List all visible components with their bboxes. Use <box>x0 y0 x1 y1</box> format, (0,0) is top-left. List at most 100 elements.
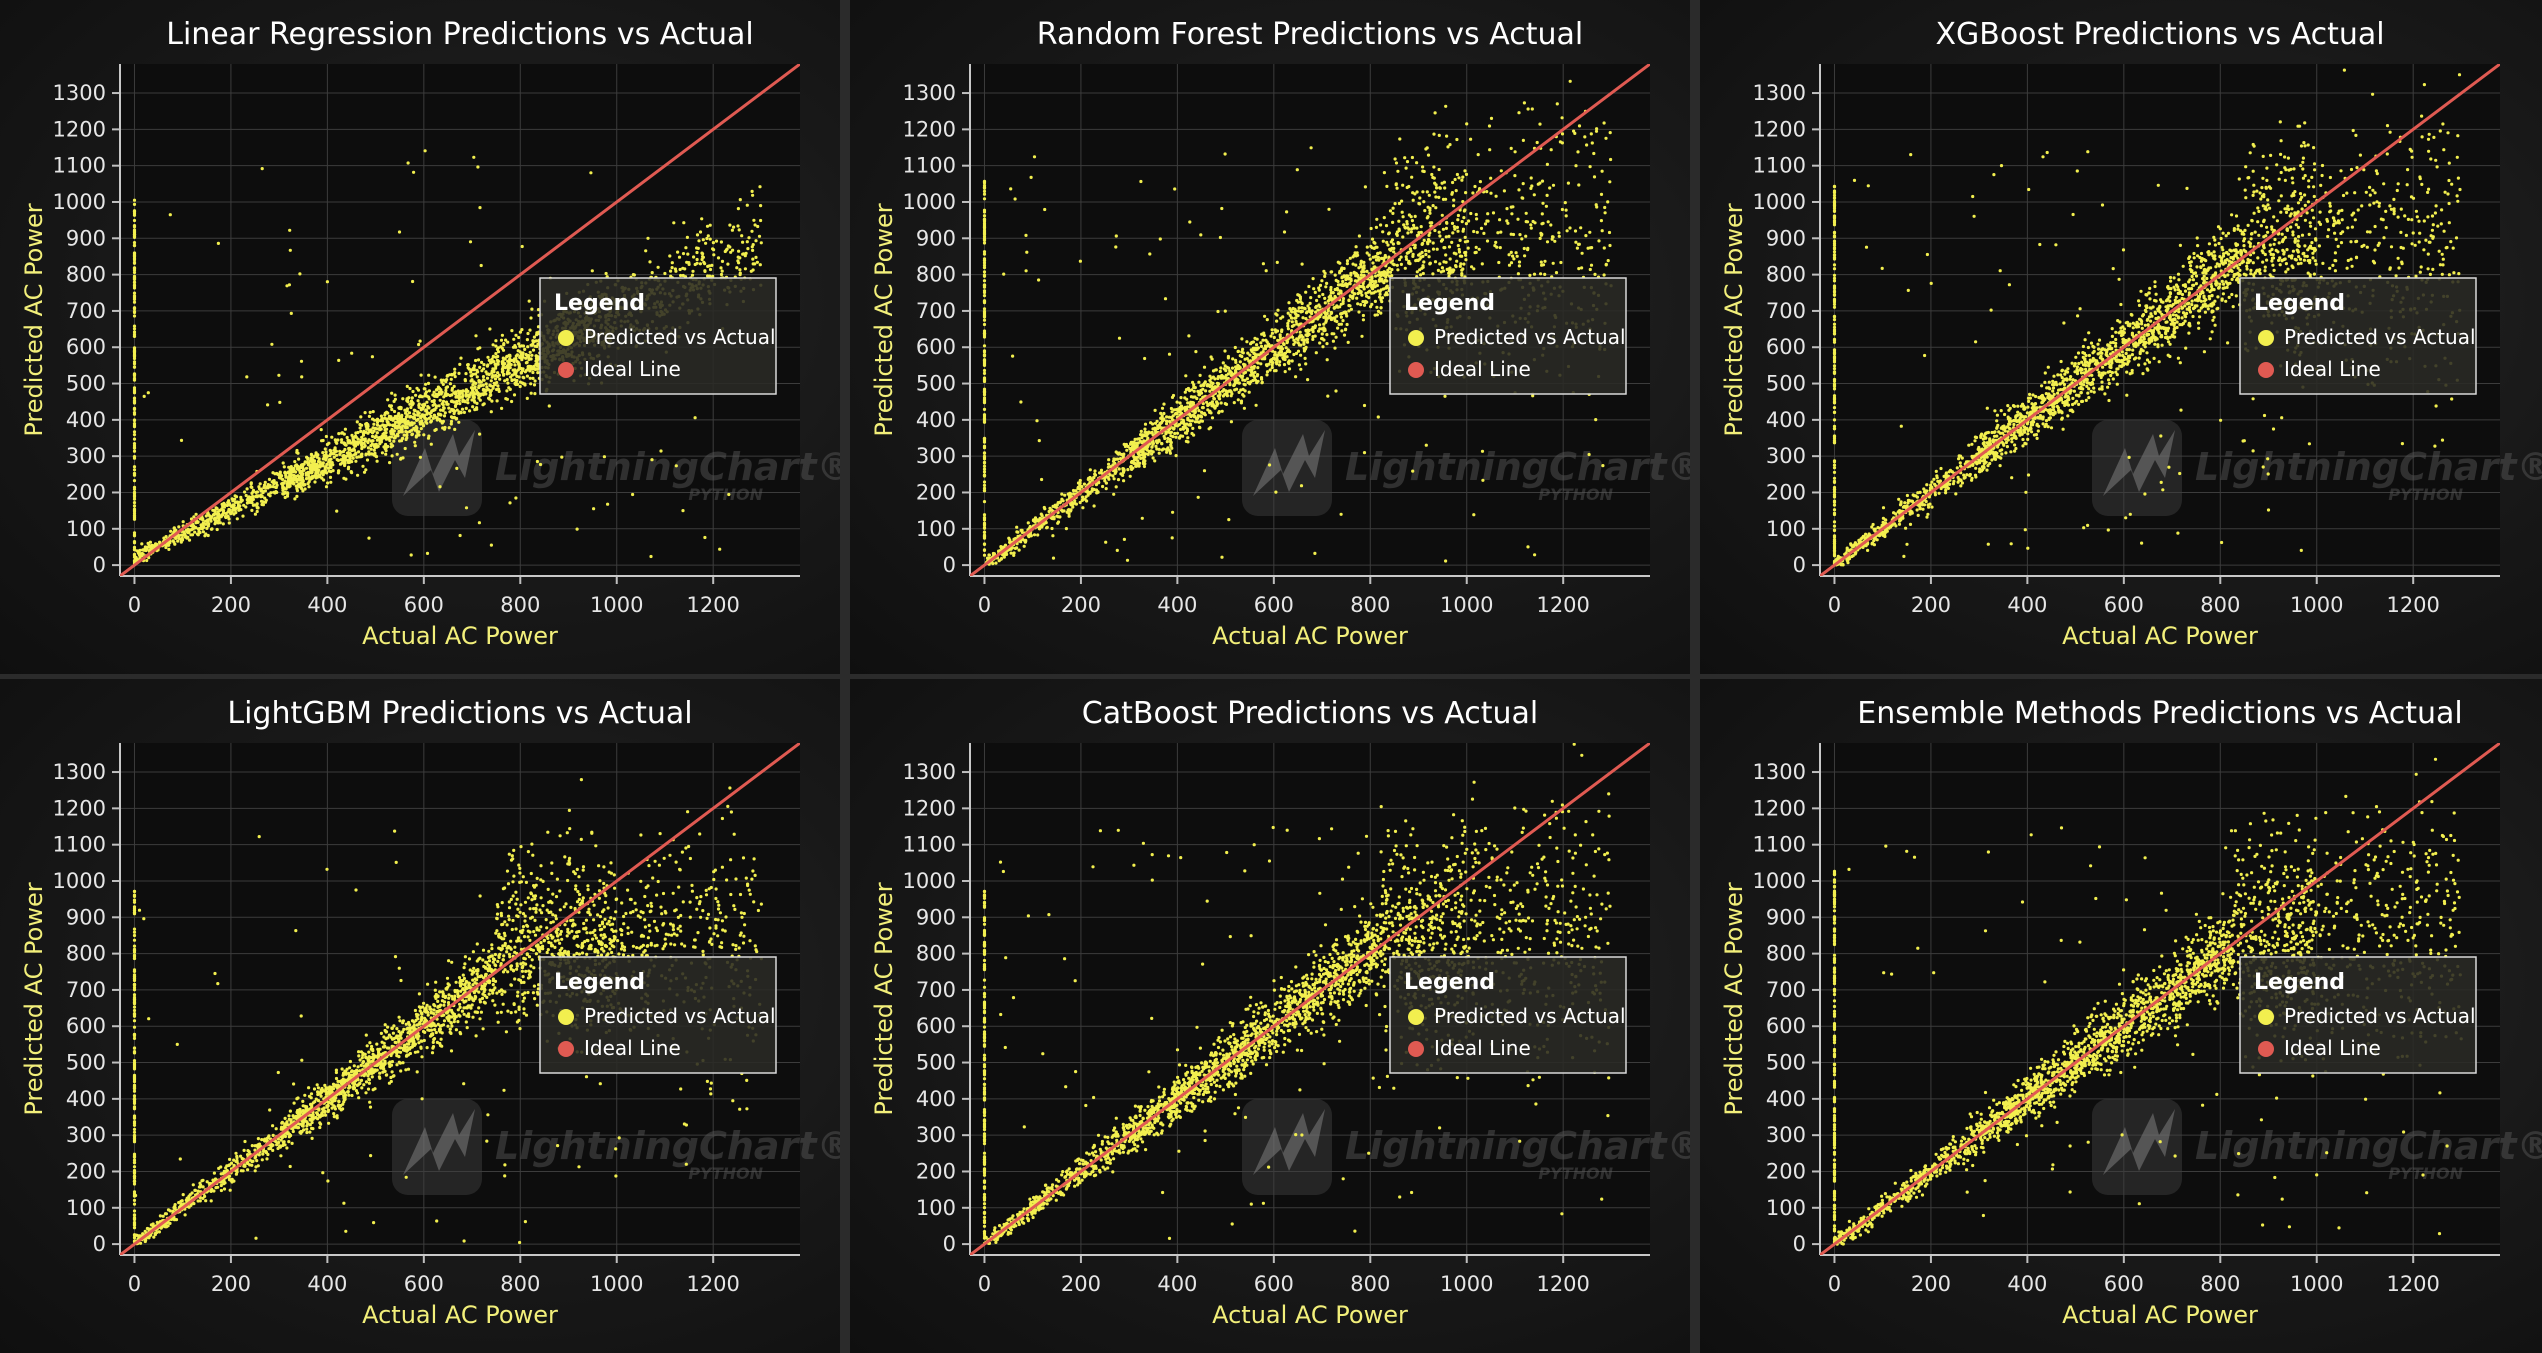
scatter-point <box>393 423 397 427</box>
scatter-point <box>472 380 476 384</box>
scatter-point <box>491 384 495 389</box>
scatter-point <box>606 502 610 506</box>
scatter-point <box>1200 406 1205 410</box>
scatter-point <box>1159 411 1163 415</box>
scatter-point <box>1305 337 1309 342</box>
scatter-point <box>1496 231 1500 235</box>
scatter-point <box>1541 263 1546 267</box>
scatter-point <box>457 398 461 403</box>
scatter-point <box>1139 179 1143 184</box>
scatter-point <box>226 501 230 505</box>
scatter-point <box>1003 543 1008 547</box>
scatter-point <box>247 497 251 501</box>
scatter-point <box>1602 121 1606 125</box>
scatter-point <box>1421 271 1425 276</box>
scatter-point <box>731 248 735 252</box>
scatter-point <box>168 213 172 217</box>
scatter-point <box>1032 155 1037 159</box>
scatter-point <box>1026 521 1030 525</box>
scatter-point <box>1314 310 1318 314</box>
scatter-point <box>209 527 214 531</box>
scatter-point <box>673 267 678 271</box>
scatter-point <box>401 424 405 428</box>
scatter-point <box>1378 276 1382 281</box>
scatter-point <box>1455 225 1459 229</box>
scatter-point <box>1499 169 1503 173</box>
scatter-point <box>1485 190 1489 194</box>
scatter-point <box>132 268 137 272</box>
scatter-point <box>249 499 254 503</box>
scatter-point <box>244 505 248 509</box>
scatter-point <box>1043 207 1047 212</box>
scatter-point <box>257 485 261 489</box>
scatter-point <box>201 521 205 525</box>
scatter-point <box>1445 134 1449 138</box>
scatter-point <box>1300 262 1304 266</box>
scatter-point <box>299 359 304 363</box>
scatter-point <box>590 269 594 273</box>
scatter-point <box>326 481 330 485</box>
scatter-point <box>589 171 593 175</box>
scatter-point <box>1439 270 1443 274</box>
scatter-point <box>1457 247 1461 252</box>
scatter-point <box>1130 459 1134 464</box>
scatter-point <box>132 228 137 232</box>
scatter-point <box>1386 243 1390 247</box>
scatter-point <box>1405 251 1409 255</box>
scatter-point <box>502 342 506 346</box>
scatter-point <box>756 224 760 229</box>
scatter-point <box>1549 148 1553 152</box>
scatter-point <box>1121 473 1125 477</box>
scatter-point <box>1012 537 1016 541</box>
scatter-point <box>575 527 579 531</box>
scatter-point <box>1443 186 1447 190</box>
scatter-point <box>345 435 349 440</box>
scatter-point <box>298 272 302 276</box>
scatter-point <box>738 273 742 277</box>
scatter-point <box>1373 241 1377 245</box>
scatter-point <box>644 249 648 253</box>
y-axis-title: Predicted AC Power <box>20 203 48 436</box>
scatter-point <box>354 459 358 463</box>
scatter-point <box>251 495 255 499</box>
scatter-point <box>1157 447 1161 451</box>
scatter-point <box>1147 450 1151 454</box>
scatter-point <box>1251 378 1255 383</box>
scatter-point <box>348 458 352 462</box>
scatter-point <box>1419 273 1423 277</box>
scatter-point <box>510 329 514 333</box>
scatter-point <box>1564 208 1568 212</box>
scatter-point <box>1082 482 1086 486</box>
scatter-point <box>324 450 328 454</box>
scatter-point <box>1015 525 1019 529</box>
scatter-point <box>1224 402 1229 406</box>
scatter-point <box>1214 368 1218 372</box>
scatter-point <box>294 470 298 474</box>
scatter-point <box>397 429 401 434</box>
scatter-point <box>255 490 259 494</box>
scatter-point <box>258 482 262 486</box>
scatter-point <box>424 420 428 424</box>
scatter-point <box>720 259 725 263</box>
scatter-point <box>370 442 374 446</box>
scatter-point <box>336 438 340 442</box>
scatter-point <box>303 483 307 487</box>
scatter-point <box>1060 497 1064 501</box>
scatter-point <box>132 198 137 202</box>
scatter-point <box>143 548 148 552</box>
scatter-point <box>518 344 522 348</box>
scatter-point <box>728 223 732 227</box>
scatter-point <box>515 382 520 386</box>
scatter-point <box>244 493 248 498</box>
scatter-point <box>1029 175 1033 179</box>
scatter-point <box>1407 184 1411 189</box>
scatter-point <box>1430 221 1434 225</box>
scatter-point <box>1283 355 1287 359</box>
scatter-point <box>1597 239 1601 243</box>
scatter-point <box>1370 291 1374 295</box>
scatter-point <box>1245 340 1249 344</box>
scatter-point <box>264 498 268 502</box>
scatter-point <box>132 334 137 338</box>
y-tick-label: 900 <box>66 226 106 250</box>
scatter-point <box>674 464 678 468</box>
